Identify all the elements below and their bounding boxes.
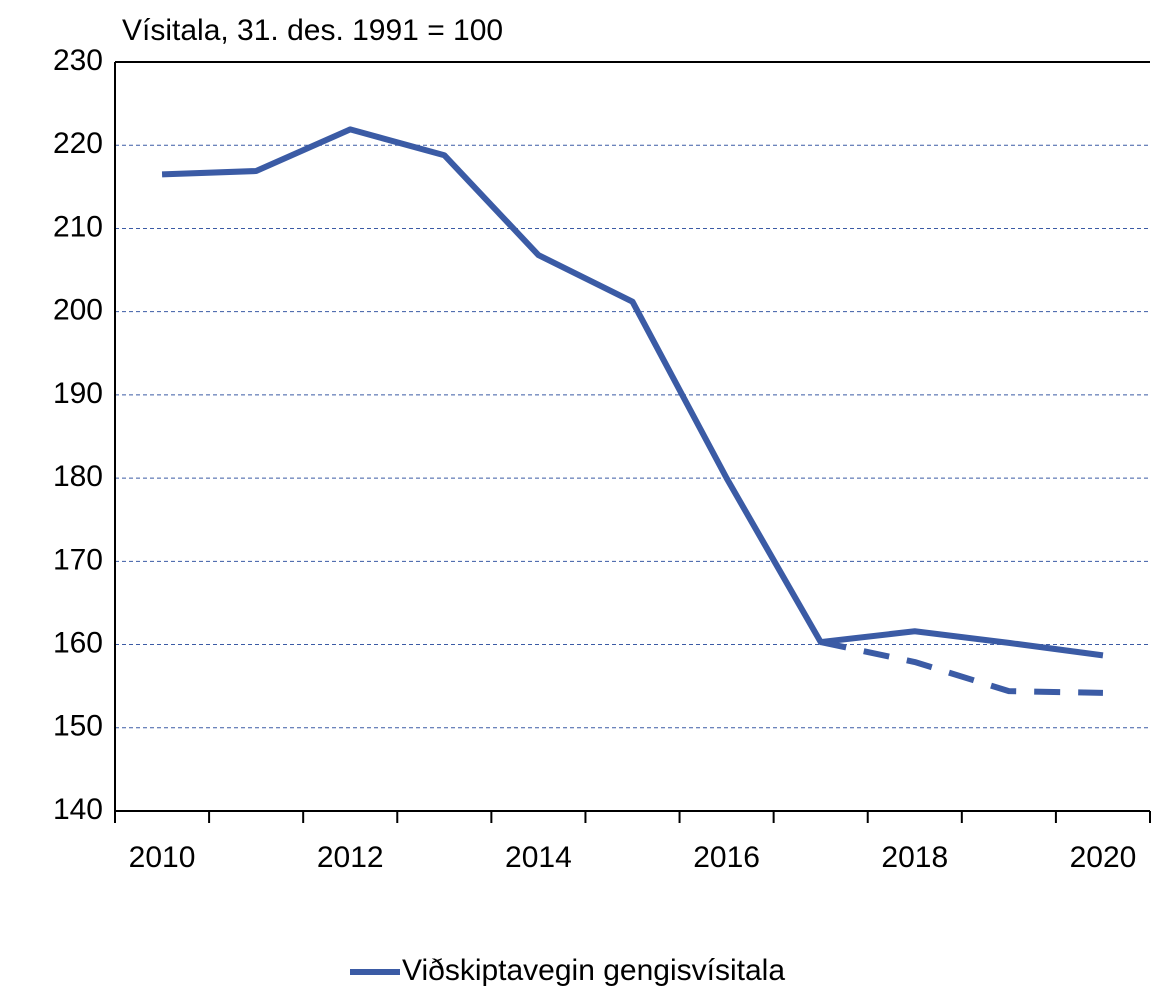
y-tick-label: 140: [53, 793, 103, 826]
x-tick-label: 2020: [1070, 841, 1137, 874]
x-tick-label: 2018: [881, 841, 948, 874]
y-tick-label: 160: [53, 626, 103, 659]
y-axis-label: Vísitala, 31. des. 1991 = 100: [122, 14, 503, 47]
x-tick-label: 2016: [693, 841, 760, 874]
y-tick-label: 220: [53, 127, 103, 160]
y-tick-label: 190: [53, 377, 103, 410]
y-tick-label: 210: [53, 210, 103, 243]
x-tick-label: 2014: [505, 841, 572, 874]
y-tick-label: 180: [53, 460, 103, 493]
y-tick-label: 230: [53, 44, 103, 77]
y-tick-label: 170: [53, 543, 103, 576]
y-tick-label: 200: [53, 294, 103, 327]
y-tick-label: 150: [53, 710, 103, 743]
x-tick-label: 2012: [317, 841, 384, 874]
series-line: [820, 639, 1104, 696]
x-tick-label: 2010: [129, 841, 196, 874]
legend-label: Viðskiptavegin gengisvísitala: [402, 954, 785, 987]
series-line: [161, 126, 1104, 659]
